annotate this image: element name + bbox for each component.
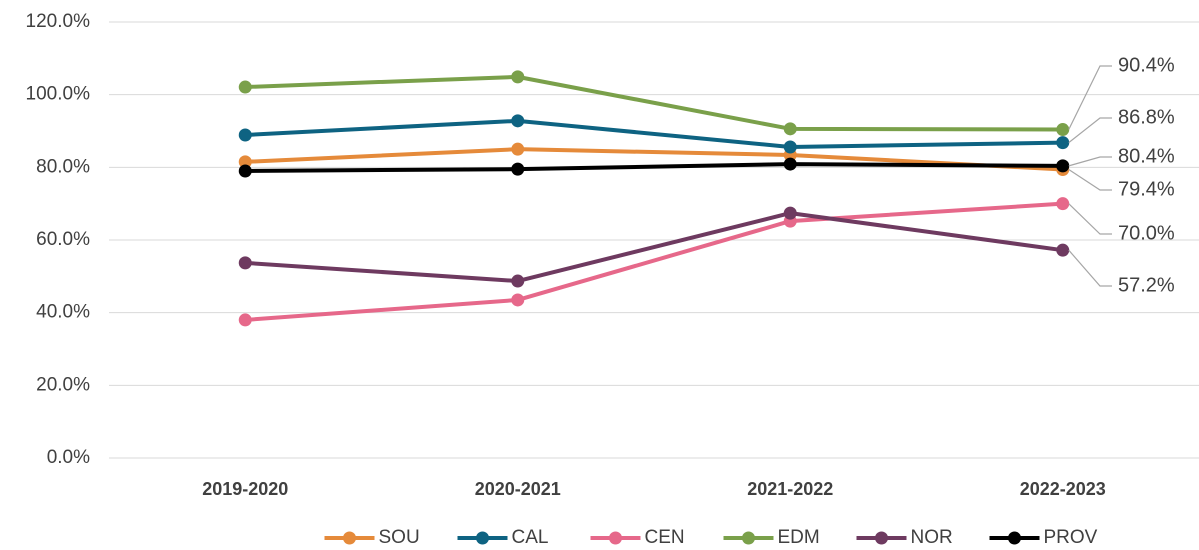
leader-line [1068, 156, 1112, 167]
point [511, 162, 525, 176]
point [238, 128, 252, 142]
x-tick-label: 2019-2020 [202, 479, 288, 499]
point [238, 313, 252, 327]
leader-line [1068, 117, 1112, 144]
point [1056, 197, 1070, 211]
legend-label: EDM [778, 527, 820, 548]
legend-marker [1008, 531, 1021, 545]
x-tick-label: 2021-2022 [747, 479, 833, 499]
data-label: 80.4% [1118, 145, 1175, 167]
leader-line [1068, 249, 1112, 287]
x-tick-label: 2020-2021 [475, 479, 561, 499]
series-line [245, 147, 1063, 172]
leader-line [1068, 169, 1112, 191]
y-tick-label: 20.0% [36, 374, 90, 395]
point [783, 157, 797, 171]
legend-marker [609, 531, 622, 545]
legend-label: NOR [911, 527, 953, 548]
point [238, 155, 252, 169]
leader-line [1068, 203, 1112, 235]
point [238, 256, 252, 270]
y-tick-label: 0.0% [47, 447, 90, 468]
legend-marker [742, 531, 755, 545]
point [511, 70, 525, 84]
legend-label: PROV [1044, 527, 1098, 548]
series-line [245, 74, 1063, 132]
legend-label: CEN [645, 527, 685, 548]
point [511, 114, 525, 128]
series-line [245, 162, 1063, 173]
legend-marker [343, 531, 356, 545]
series-line [245, 118, 1063, 149]
y-tick-label: 100.0% [26, 84, 91, 105]
data-label: 90.4% [1118, 54, 1175, 76]
data-label: 79.4% [1118, 178, 1175, 200]
legend-marker [476, 531, 489, 545]
point [1056, 243, 1070, 257]
point [783, 140, 797, 154]
y-tick-label: 60.0% [36, 229, 90, 250]
legend-label: CAL [512, 527, 549, 548]
point [1056, 123, 1070, 137]
point [511, 293, 525, 307]
data-label: 86.8% [1118, 106, 1175, 128]
data-label: 57.2% [1118, 274, 1175, 296]
y-tick-label: 80.0% [36, 156, 90, 177]
point [783, 122, 797, 136]
y-tick-label: 40.0% [36, 302, 90, 323]
point [783, 206, 797, 220]
series-line [245, 211, 1064, 284]
point [1056, 136, 1070, 150]
legend-marker [875, 531, 888, 545]
point [511, 274, 525, 288]
series-line [245, 201, 1063, 322]
data-label: 70.0% [1118, 222, 1175, 244]
point [511, 142, 525, 156]
point [1056, 159, 1070, 173]
point [238, 80, 252, 94]
x-tick-label: 2022-2023 [1020, 479, 1106, 499]
y-tick-label: 120.0% [26, 11, 91, 32]
point [238, 164, 252, 178]
leader-line [1068, 65, 1112, 130]
legend-label: SOU [379, 527, 420, 548]
